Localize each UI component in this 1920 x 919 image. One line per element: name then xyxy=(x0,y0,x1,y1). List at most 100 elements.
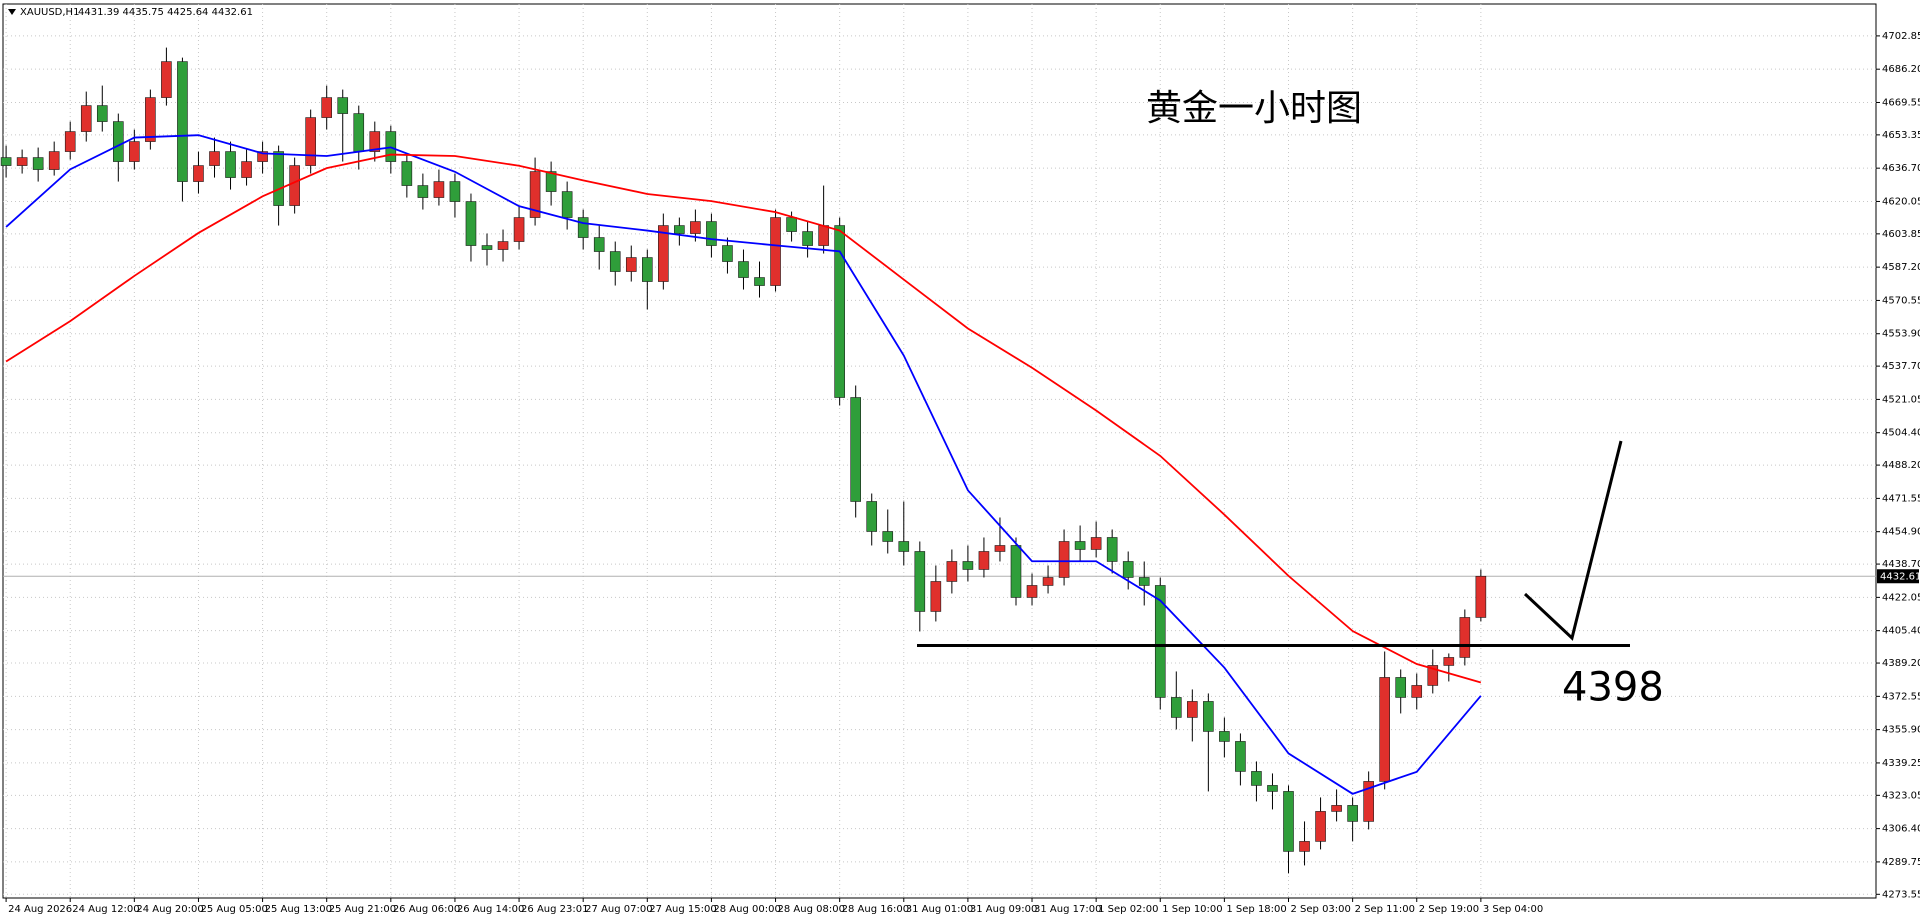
candle-body xyxy=(513,217,525,242)
y-tick-label: 4537.70 xyxy=(1882,361,1920,372)
candle-body xyxy=(706,221,717,246)
candle-body xyxy=(305,117,316,166)
candle-body xyxy=(1411,685,1423,698)
candle-body xyxy=(177,61,188,182)
candle-body xyxy=(273,151,284,206)
level-label: 4398 xyxy=(1562,664,1664,710)
y-tick-label: 4521.05 xyxy=(1882,394,1920,405)
grid xyxy=(3,4,1880,902)
y-tick-label: 4289.75 xyxy=(1882,857,1920,868)
y-tick-label: 4438.70 xyxy=(1882,559,1920,570)
x-tick-label: 28 Aug 00:00 xyxy=(713,904,780,915)
candle-body xyxy=(1283,791,1294,852)
candle-body xyxy=(1074,541,1086,550)
candle-body xyxy=(1363,781,1374,822)
candle-body xyxy=(962,561,974,570)
candle-body xyxy=(16,157,28,166)
x-tick-label: 24 Aug 12:00 xyxy=(72,904,139,915)
candle-body xyxy=(1058,541,1070,578)
moving-average xyxy=(5,134,1482,795)
candle-body xyxy=(577,217,589,238)
y-tick-label: 4306.40 xyxy=(1882,824,1920,835)
candle-body xyxy=(129,141,140,162)
y-tick-label: 4702.85 xyxy=(1882,31,1920,42)
candle-body xyxy=(786,217,797,232)
candle-body xyxy=(561,191,573,218)
candle-body xyxy=(914,551,926,612)
candle-body xyxy=(64,131,76,152)
x-tick-label: 2 Sep 03:00 xyxy=(1291,904,1351,915)
y-tick-label: 4454.90 xyxy=(1882,527,1920,538)
candle-body xyxy=(257,151,268,162)
x-tick-label: 27 Aug 15:00 xyxy=(649,904,716,915)
y-tick-label: 4488.20 xyxy=(1882,460,1920,471)
candle-body xyxy=(818,225,829,246)
x-tick-label: 25 Aug 05:00 xyxy=(200,904,267,915)
x-tick-label: 31 Aug 17:00 xyxy=(1034,904,1101,915)
candle-body xyxy=(449,181,461,202)
y-tick-label: 4570.55 xyxy=(1882,295,1920,306)
x-tick-label: 26 Aug 23:01 xyxy=(521,904,588,915)
x-tick-label: 25 Aug 13:00 xyxy=(265,904,332,915)
candle-body xyxy=(641,257,653,282)
moving-average xyxy=(5,153,1482,684)
candle-body xyxy=(193,165,204,182)
candle-body xyxy=(401,161,413,186)
x-tick-label: 25 Aug 21:00 xyxy=(329,904,396,915)
candle-body xyxy=(209,151,220,166)
candle-body xyxy=(609,251,621,272)
candle-body xyxy=(1235,741,1246,772)
candle-body xyxy=(722,245,733,262)
candle-body xyxy=(161,61,172,98)
candle-body xyxy=(80,105,92,132)
current-price-tag xyxy=(1877,569,1919,584)
x-tick-label: 1 Sep 10:00 xyxy=(1162,904,1222,915)
y-tick-label: 4669.55 xyxy=(1882,97,1920,108)
plot-frame xyxy=(2,3,1877,899)
y-tick-label: 4471.55 xyxy=(1882,493,1920,504)
candle-body xyxy=(545,171,557,192)
candle-body xyxy=(1154,585,1166,698)
candle-body xyxy=(850,397,861,502)
symbol: XAUUSD,H1 xyxy=(20,7,79,18)
candle-body xyxy=(1443,657,1455,666)
candle-body xyxy=(1170,697,1182,718)
y-tick-label: 4389.20 xyxy=(1882,658,1920,669)
y-tick-label: 4653.35 xyxy=(1882,130,1920,141)
candle-body xyxy=(834,225,845,398)
candle-body xyxy=(1347,805,1358,822)
y-tick-label: 4323.05 xyxy=(1882,790,1920,801)
candle-body xyxy=(0,157,12,166)
candle-body xyxy=(1010,545,1022,598)
candle-body xyxy=(754,277,765,286)
candle-body xyxy=(1026,585,1038,598)
candle-body xyxy=(978,551,990,570)
candle-body xyxy=(658,225,669,282)
x-tick-label: 31 Aug 01:00 xyxy=(906,904,973,915)
candle-body xyxy=(96,105,108,122)
candle-body xyxy=(48,151,60,170)
x-tick-label: 1 Sep 18:00 xyxy=(1226,904,1286,915)
x-tick-label: 27 Aug 07:00 xyxy=(585,904,652,915)
candle-body xyxy=(353,113,365,152)
candle-body xyxy=(337,97,349,114)
x-tick-label: 24 Aug 2026 xyxy=(8,904,72,915)
candle-body xyxy=(289,165,300,206)
candle-body xyxy=(802,231,813,246)
x-tick-label: 1 Sep 02:00 xyxy=(1098,904,1158,915)
candle-body xyxy=(1475,575,1487,618)
y-tick-label: 4686.20 xyxy=(1882,64,1920,75)
x-tick-label: 26 Aug 14:00 xyxy=(457,904,524,915)
y-tick-label: 4504.40 xyxy=(1882,428,1920,439)
y-tick-label: 4355.90 xyxy=(1882,725,1920,736)
x-tick-label: 2 Sep 19:00 xyxy=(1419,904,1479,915)
candle-body xyxy=(1138,577,1150,586)
candle-body xyxy=(1187,701,1198,718)
menu-arrow[interactable] xyxy=(8,9,16,15)
candle-body xyxy=(738,261,749,278)
y-tick-label: 4405.40 xyxy=(1882,626,1920,637)
candle-body xyxy=(690,221,701,234)
candle-body xyxy=(1219,731,1230,742)
